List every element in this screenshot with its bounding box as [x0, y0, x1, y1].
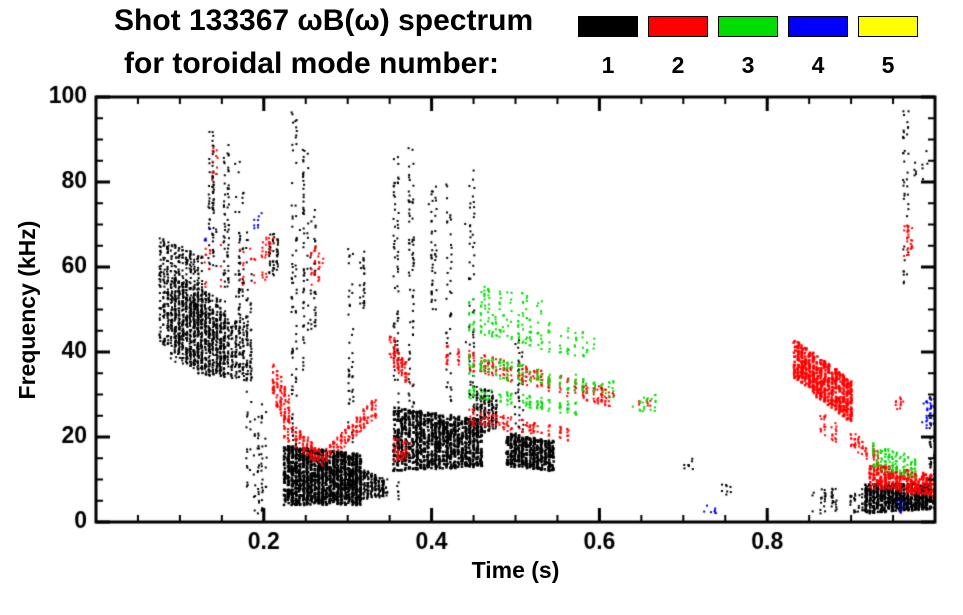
y-axis-title: Frequency (kHz) [14, 220, 40, 400]
legend-caption: for toroidal mode number: [124, 47, 499, 80]
legend-swatches [578, 16, 928, 37]
x-axis-title: Time (s) [471, 557, 560, 583]
legend-swatch-mode-1 [578, 16, 638, 37]
legend-swatch-mode-4 [788, 16, 848, 37]
legend-mode-numbers: 1 2 3 4 5 [578, 52, 928, 79]
legend-mode-number-3: 3 [741, 52, 755, 78]
legend-swatch-mode-3 [718, 16, 778, 37]
legend-mode-number-4: 4 [811, 52, 825, 78]
legend-swatch-mode-2 [648, 16, 708, 37]
legend-swatch-mode-5 [858, 16, 918, 37]
legend-mode-number-5: 5 [881, 52, 895, 78]
chart-title: Shot 133367 ωB(ω) spectrum [114, 4, 534, 37]
legend-mode-number-2: 2 [671, 52, 685, 78]
legend-mode-number-1: 1 [601, 52, 615, 78]
